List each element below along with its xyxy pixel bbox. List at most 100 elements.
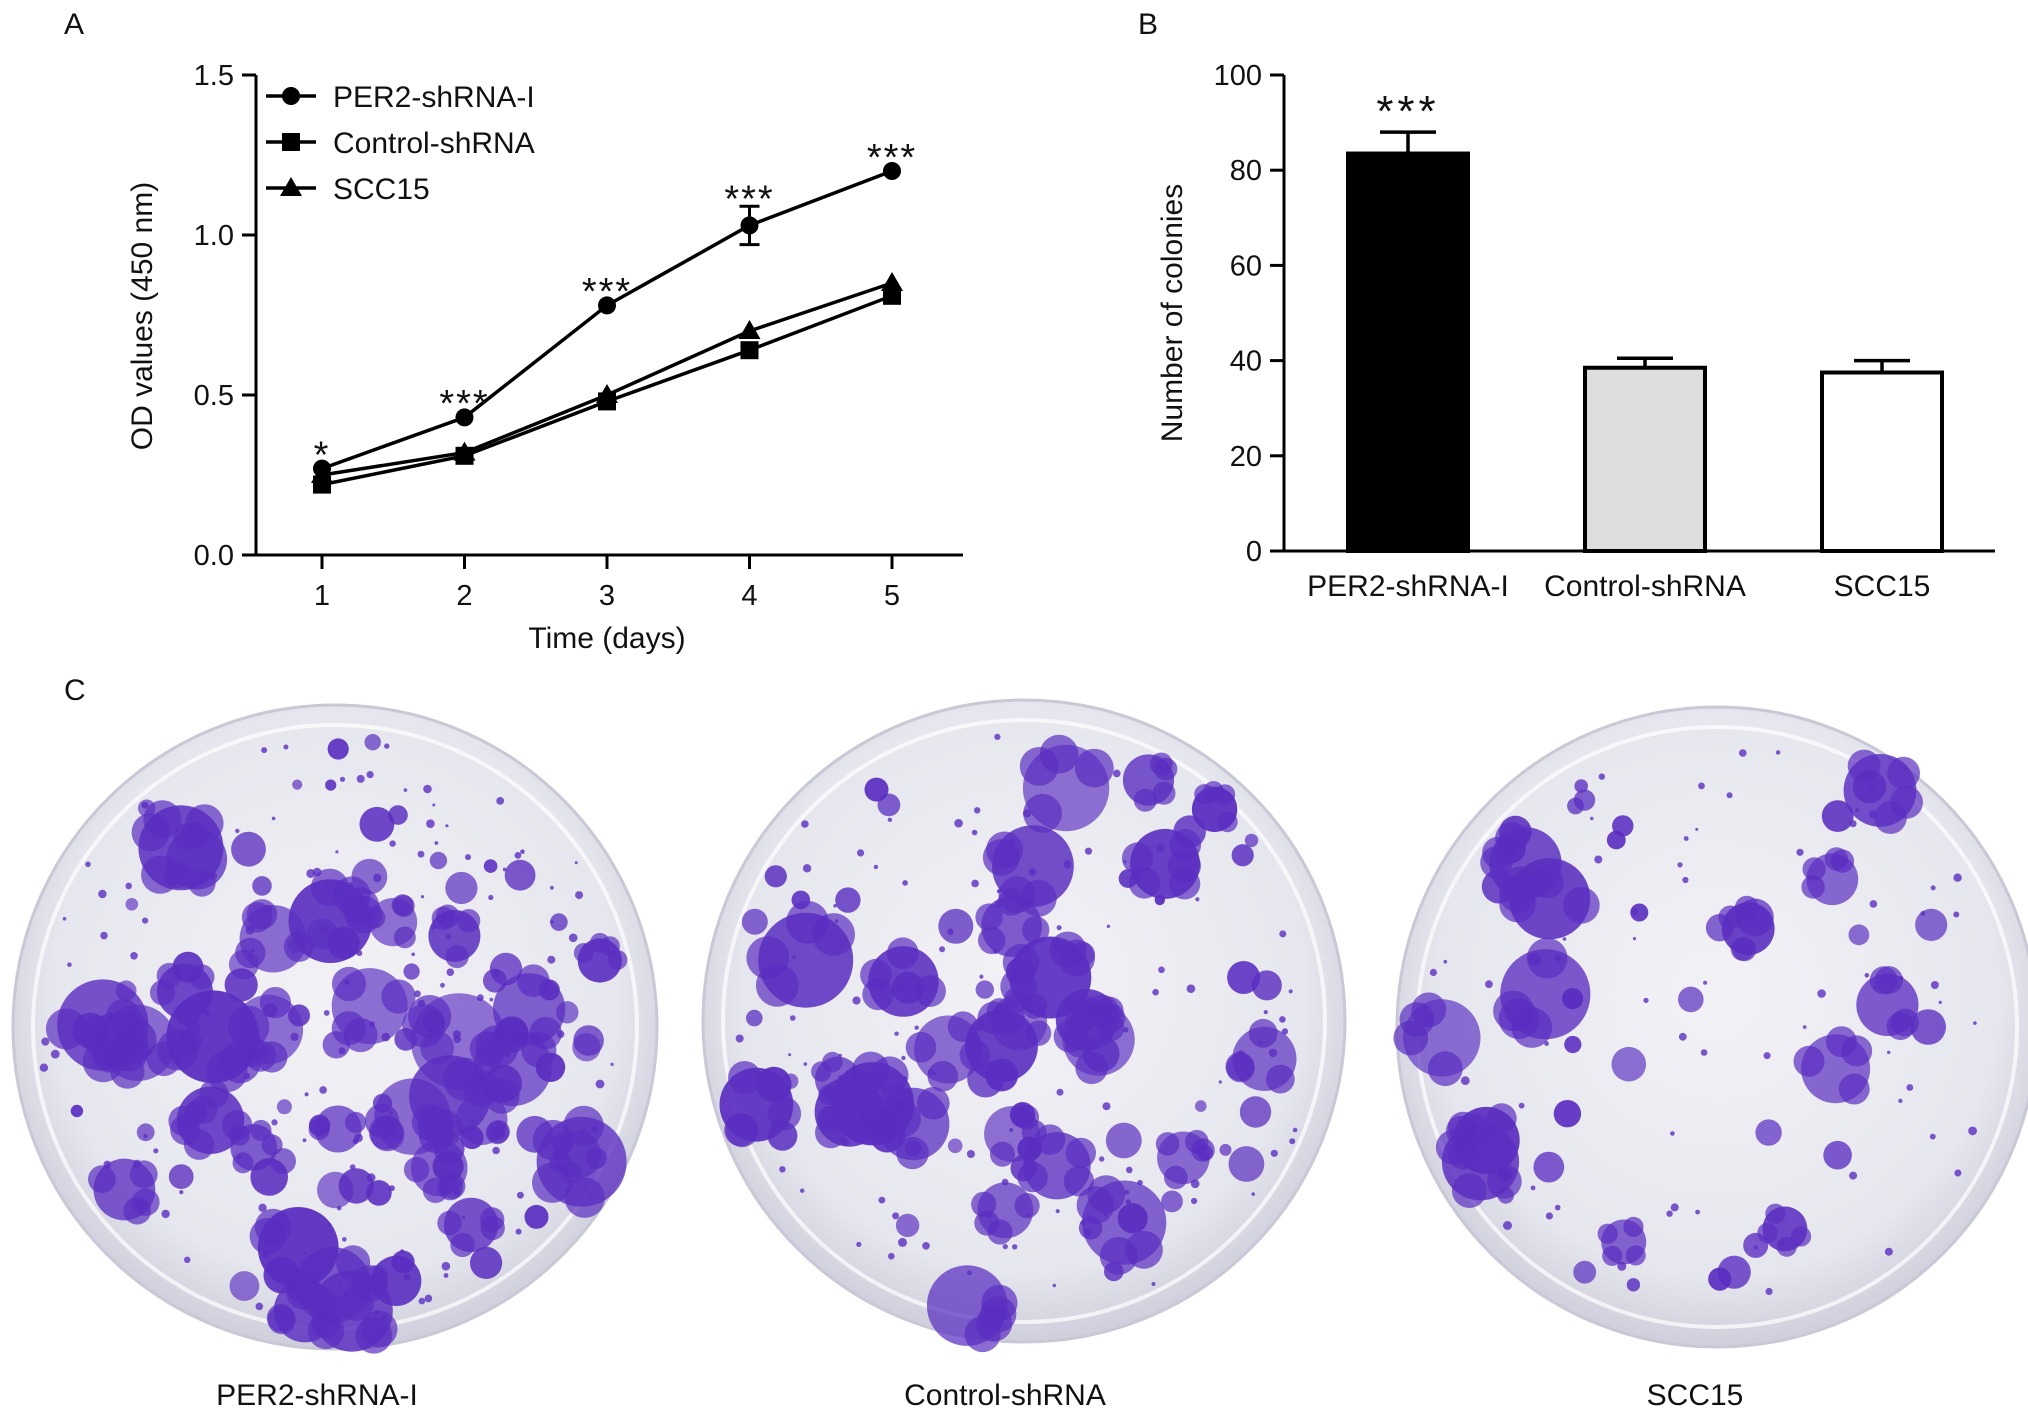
colony-lobe <box>1732 937 1757 962</box>
speck <box>125 882 132 890</box>
y-tick-label-a: 1.5 <box>194 60 234 92</box>
speck <box>1554 954 1562 962</box>
colony <box>767 1120 798 1151</box>
speck <box>802 864 812 873</box>
speck <box>1102 1102 1111 1111</box>
colony-lobe <box>123 1196 152 1225</box>
speck <box>1123 1027 1129 1033</box>
speck <box>496 797 505 805</box>
bar-group: PER2-shRNA-I *** <box>1307 87 1509 603</box>
speck <box>142 1037 149 1044</box>
colony <box>1678 986 1704 1013</box>
speck <box>461 1215 466 1220</box>
colony-lobe <box>1075 1051 1108 1085</box>
speck <box>1011 1110 1020 1119</box>
speck <box>972 1036 981 1045</box>
speck <box>418 1297 426 1305</box>
plate-label-control: Control-shRNA <box>904 1379 1106 1412</box>
speck <box>1186 984 1196 993</box>
colony-lobe <box>345 1111 367 1133</box>
colony-lobe <box>45 1008 87 1050</box>
series-triangle <box>311 272 903 483</box>
speck <box>430 924 437 930</box>
speck <box>994 733 1001 741</box>
speck <box>1554 1204 1561 1211</box>
colony <box>746 1009 763 1027</box>
speck <box>395 1135 402 1142</box>
colony-lobe <box>848 1072 880 1104</box>
speck <box>143 1133 148 1139</box>
colony-lobe <box>989 1141 1015 1167</box>
speck <box>294 929 302 937</box>
plate-label-scc15: SCC15 <box>1646 1379 1744 1412</box>
colony-lobe <box>1841 1035 1873 1067</box>
bar <box>1583 365 1707 553</box>
speck <box>384 743 390 749</box>
speck <box>1022 809 1032 818</box>
colony <box>1161 1190 1183 1213</box>
speck <box>431 1106 435 1110</box>
colony-lobe <box>249 1217 286 1255</box>
speck <box>902 880 908 886</box>
speck <box>790 1015 796 1021</box>
colony-lobe <box>1168 868 1201 900</box>
speck <box>263 1058 268 1062</box>
speck <box>1544 1041 1549 1046</box>
colony <box>741 908 768 935</box>
colony-lobe <box>786 900 829 944</box>
culture-plate <box>11 703 659 1354</box>
colony-lobe <box>1793 1045 1825 1077</box>
colony-lobe <box>343 1018 378 1053</box>
speck <box>414 990 421 998</box>
speck <box>130 952 138 960</box>
speck <box>1884 1247 1893 1256</box>
speck <box>927 1068 935 1076</box>
x-tick-label-b: PER2-shRNA-I <box>1307 570 1509 603</box>
speck <box>499 1122 503 1126</box>
speck <box>1156 844 1165 853</box>
colony-lobe <box>1017 1161 1048 1193</box>
speck <box>788 1053 792 1057</box>
colony-lobe <box>1086 994 1119 1028</box>
speck <box>1887 1050 1891 1055</box>
speck <box>838 1075 843 1080</box>
colony-lobe <box>88 1165 116 1194</box>
speck <box>67 962 72 967</box>
speck <box>1443 959 1448 964</box>
colony-lobe <box>394 926 416 949</box>
colony-lobe <box>1021 916 1050 944</box>
speck <box>292 1286 301 1295</box>
speck <box>1123 860 1127 864</box>
colony <box>228 949 259 980</box>
speck <box>443 1273 449 1278</box>
colony-lobe <box>232 1152 254 1174</box>
speck <box>1869 810 1877 819</box>
speck <box>992 948 999 954</box>
speck <box>338 1283 342 1287</box>
colony <box>1070 942 1095 967</box>
speck <box>184 1256 191 1264</box>
colony <box>292 779 303 790</box>
speck <box>1001 1178 1009 1186</box>
colony-lobe <box>308 1115 331 1137</box>
speck <box>1849 820 1857 828</box>
speck <box>939 946 946 953</box>
colony-lobe <box>1019 747 1059 786</box>
colony-lobe <box>422 1177 449 1204</box>
colony <box>276 1099 292 1115</box>
legend-marker <box>280 177 302 196</box>
speck <box>283 744 289 750</box>
colony <box>550 913 568 931</box>
colony <box>422 1010 445 1033</box>
speck <box>123 1058 127 1063</box>
speck <box>237 1154 242 1159</box>
colony <box>1239 1096 1272 1128</box>
speck <box>1028 868 1037 876</box>
colony-lobe <box>1014 1193 1040 1219</box>
colony <box>177 1028 202 1053</box>
colony <box>322 1031 350 1059</box>
colony <box>136 1123 155 1142</box>
colony-lobe <box>959 1039 991 1071</box>
data-point <box>455 408 474 427</box>
colony-lobe <box>564 1177 605 1218</box>
